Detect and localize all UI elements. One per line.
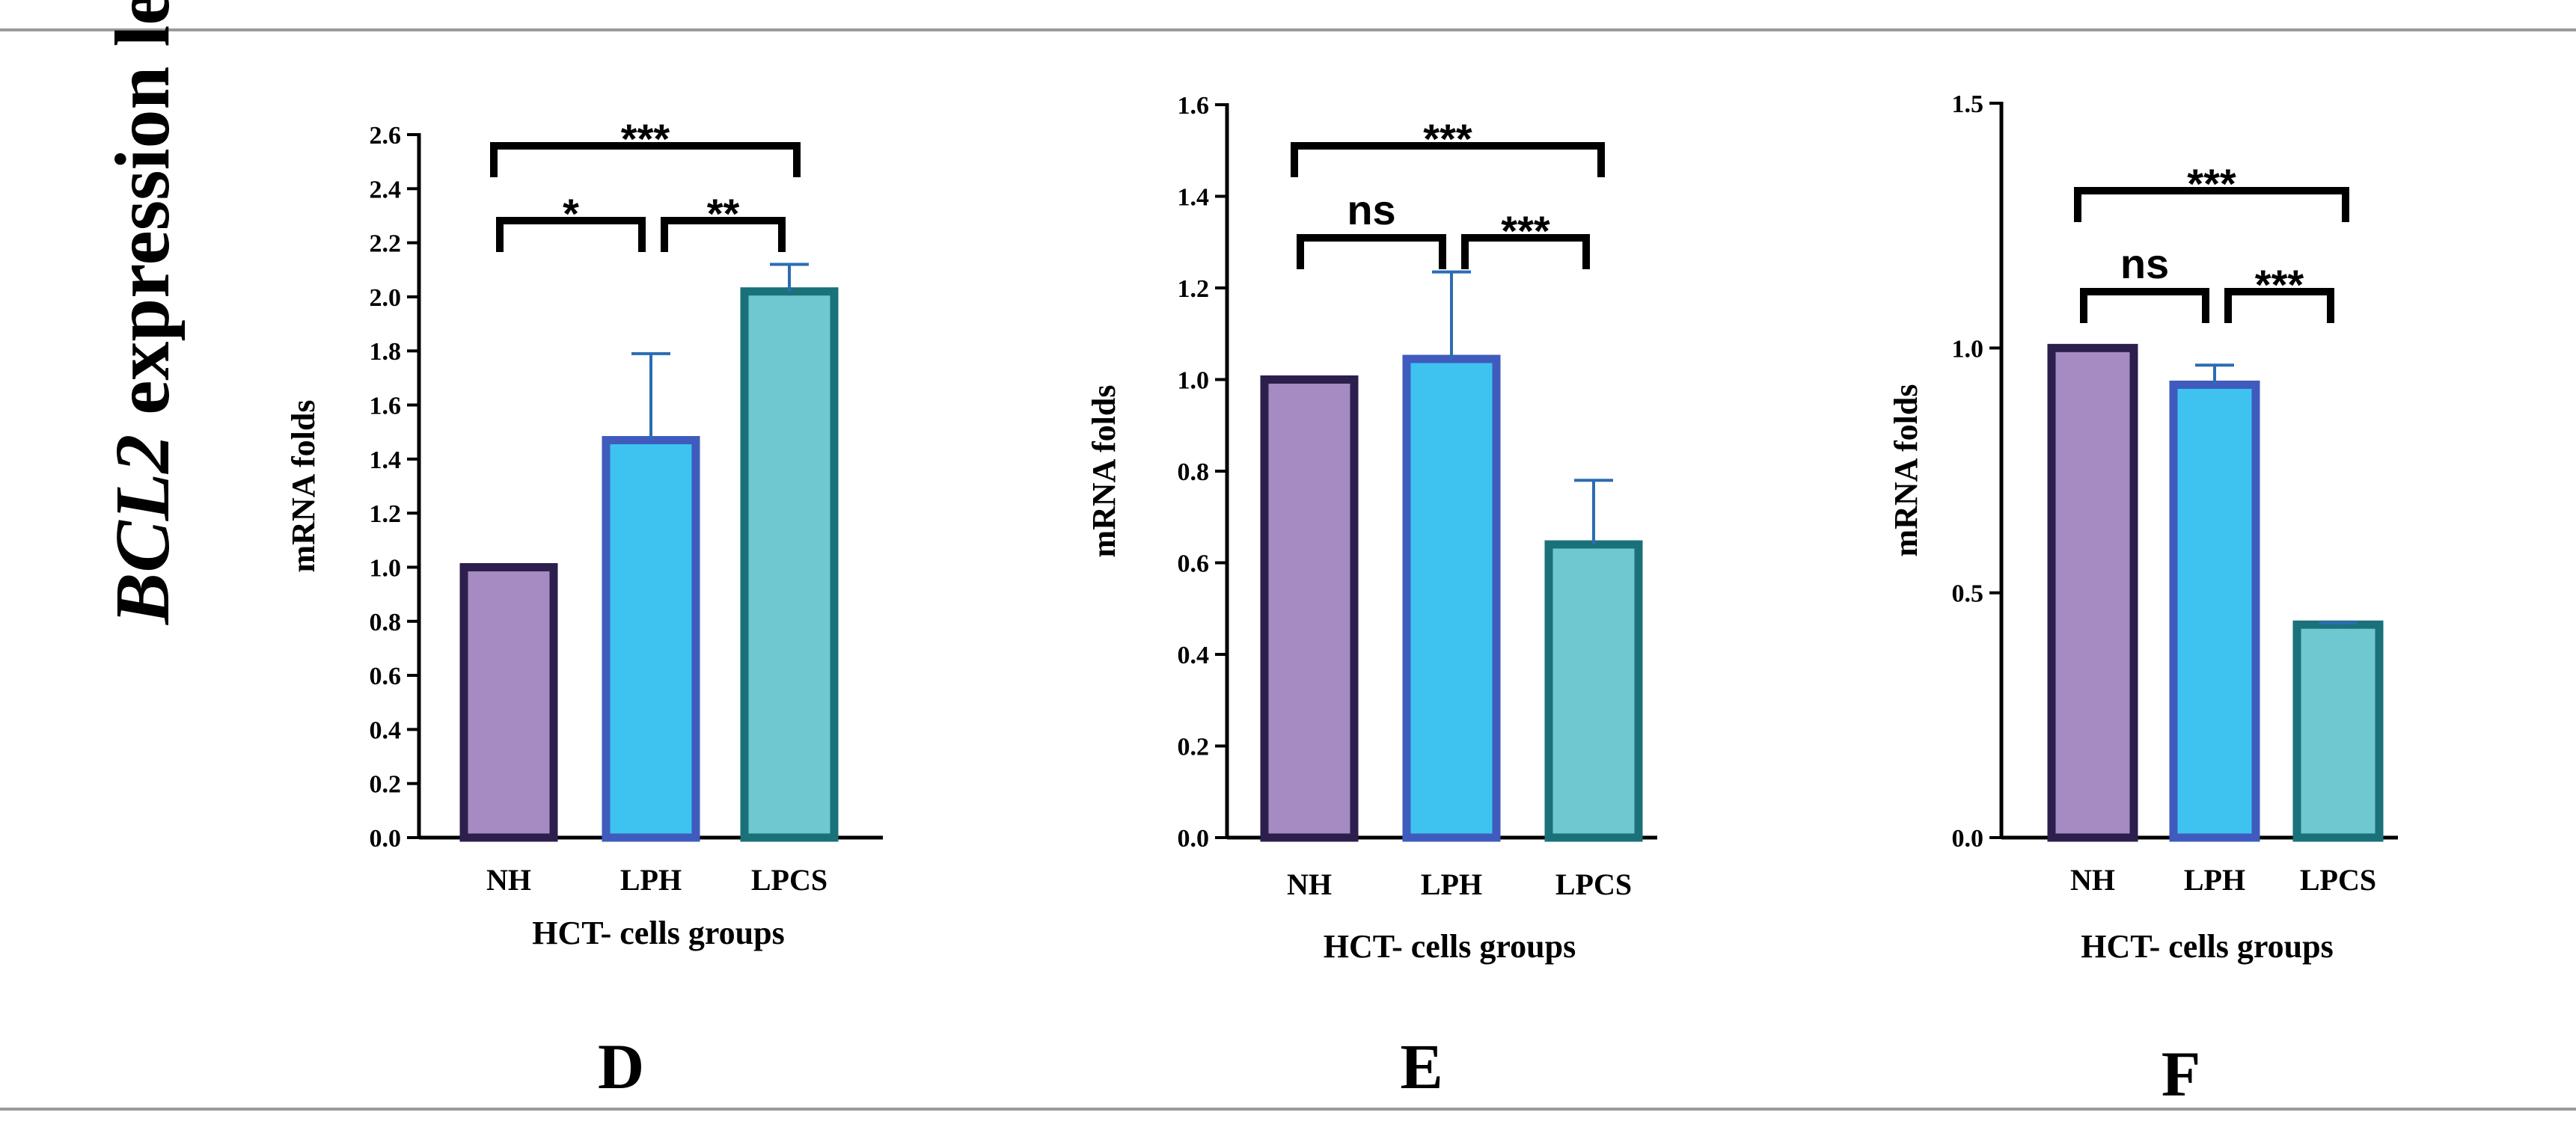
y-tick-label: 0.0 <box>1178 825 1210 853</box>
y-tick-label: 0.5 <box>1952 580 1984 608</box>
x-tick-label-nh: NH <box>2070 863 2115 897</box>
x-axis-title: HCT- cells groups <box>532 915 784 951</box>
y-tick-label: 1.5 <box>1952 90 1984 118</box>
significance-bracket <box>1461 234 1590 269</box>
x-tick-label-lph: LPH <box>2184 863 2245 897</box>
side-title: BCL2 expression levels <box>100 0 186 625</box>
y-tick-label: 0.4 <box>370 716 402 744</box>
significance-bracket <box>2224 288 2334 323</box>
x-tick-label-nh: NH <box>486 863 531 897</box>
y-tick-label: 1.0 <box>1178 367 1210 395</box>
side-title-rest: expression levels <box>100 0 186 435</box>
bar-lph <box>2169 380 2260 842</box>
y-tick-label: 0.2 <box>370 771 402 799</box>
y-tick-label: 0.2 <box>1178 734 1210 761</box>
y-tick-label: 0.0 <box>370 825 402 853</box>
y-tick-label: 1.0 <box>370 554 402 582</box>
y-tick-label: 1.4 <box>1178 184 1210 212</box>
significance-label: ** <box>707 190 740 237</box>
significance-bracket <box>2080 288 2209 323</box>
x-axis-title: HCT- cells groups <box>2081 928 2333 965</box>
significance-bracket <box>1297 234 1446 269</box>
significance-bracket <box>496 217 646 252</box>
y-tick-label: 2.0 <box>370 284 402 312</box>
bar-lph <box>602 436 700 842</box>
x-tick-label-lph: LPH <box>1421 868 1482 901</box>
y-tick-label: 0.8 <box>1178 458 1210 486</box>
x-tick-label-lpcs: LPCS <box>1555 868 1632 901</box>
y-tick-label: 1.4 <box>370 446 402 474</box>
significance-bracket <box>1291 142 1605 177</box>
y-tick-label: 0.8 <box>370 609 402 636</box>
y-axis-title: mRNA folds <box>285 399 322 572</box>
bar-lpcs <box>2292 620 2384 842</box>
y-tick-label: 2.2 <box>370 230 402 258</box>
x-tick-label-lph: LPH <box>620 863 682 897</box>
significance-label: *** <box>2187 160 2236 207</box>
y-tick-label: 0.6 <box>370 663 402 690</box>
y-tick-label: 1.2 <box>370 500 402 528</box>
x-axis-title: HCT- cells groups <box>1324 928 1576 965</box>
y-axis-title: mRNA folds <box>1086 384 1122 557</box>
bar-lpcs <box>1544 540 1643 842</box>
y-tick-label: 1.6 <box>1178 92 1210 120</box>
y-axis-title: mRNA folds <box>1888 384 1924 556</box>
panel-d-chart: 0.0 0.2 0.4 0.6 0.8 1.0 1.2 1.4 1.6 1.8 2.0 2.2 2.4 2… <box>285 115 883 1102</box>
x-tick-label-nh: NH <box>1287 868 1332 901</box>
bar-nh <box>1260 375 1359 842</box>
bar-lpcs <box>740 287 839 842</box>
y-tick-label: 1.6 <box>370 393 402 420</box>
panel-e-chart: 0.0 0.2 0.4 0.6 0.8 1.0 1.2 1.4 1.6 mRNA folds NH L… <box>1086 92 1657 1102</box>
significance-bracket <box>2074 187 2349 222</box>
x-tick-label-lpcs: LPCS <box>2300 863 2376 897</box>
y-tick-label: 2.4 <box>370 176 402 203</box>
significance-label: *** <box>1501 207 1550 254</box>
y-tick-label: 1.2 <box>1178 275 1210 303</box>
significance-bracket <box>661 217 786 252</box>
bar-nh <box>459 562 558 842</box>
x-tick-label-lpcs: LPCS <box>751 863 827 897</box>
significance-label: *** <box>2255 261 2304 308</box>
y-tick-label: 1.0 <box>1952 335 1984 363</box>
significance-label: *** <box>1423 115 1472 162</box>
bar-lph <box>1402 354 1501 842</box>
bar-nh <box>2047 343 2138 842</box>
panel-letter: F <box>2162 1038 2201 1110</box>
gene-name: BCL2 <box>100 435 186 625</box>
significance-label: * <box>563 190 579 237</box>
y-tick-label: 2.6 <box>370 122 402 150</box>
y-tick-label: 0.0 <box>1952 825 1984 853</box>
y-tick-label: 0.4 <box>1178 642 1210 669</box>
significance-label: ns <box>2120 240 2169 287</box>
panel-letter: E <box>1400 1031 1443 1102</box>
y-tick-label: 0.6 <box>1178 550 1210 578</box>
significance-label: *** <box>621 115 670 162</box>
y-tick-label: 1.8 <box>370 338 402 366</box>
panel-f-chart: 0.0 0.5 1.0 1.5 mRNA folds NH LPH LPCS HCT- cell… <box>1888 90 2398 1110</box>
significance-label: ns <box>1347 186 1395 233</box>
significance-bracket <box>490 142 801 177</box>
panel-letter: D <box>598 1031 644 1102</box>
